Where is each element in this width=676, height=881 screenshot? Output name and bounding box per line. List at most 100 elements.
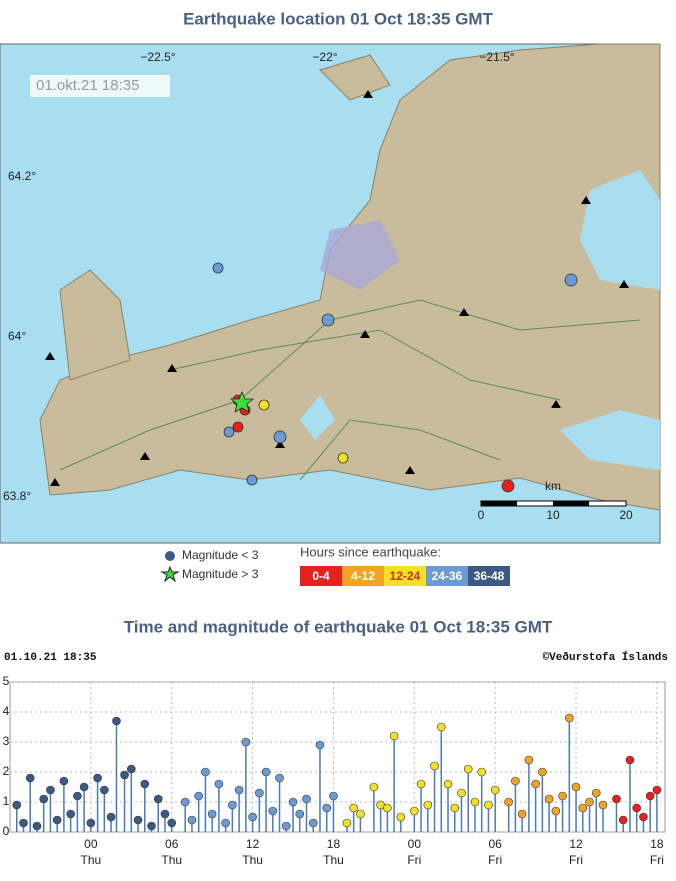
x-tick-day: Fri bbox=[407, 853, 421, 867]
quake-dot bbox=[356, 809, 365, 819]
hours-swatch bbox=[426, 566, 468, 586]
quake-dot bbox=[591, 788, 601, 798]
quake-dot bbox=[93, 773, 102, 783]
quake-dot bbox=[632, 803, 641, 813]
x-tick-day: Thu bbox=[242, 853, 263, 867]
quake-dot bbox=[167, 818, 177, 828]
quake-dot bbox=[288, 797, 298, 807]
quake-dot bbox=[511, 776, 520, 786]
scale-tick: 0 bbox=[478, 508, 485, 522]
lat-label: 64° bbox=[8, 329, 26, 343]
quake-dot bbox=[112, 716, 121, 726]
quake-dot bbox=[342, 818, 352, 828]
lava bbox=[320, 220, 400, 290]
quake-dot bbox=[416, 779, 426, 789]
quake-dot bbox=[457, 788, 466, 798]
quake-dot bbox=[531, 779, 540, 789]
chart-title: Time and magnitude of earthquake 01 Oct … bbox=[124, 617, 553, 636]
quake-dot bbox=[585, 797, 594, 807]
quake-dot bbox=[470, 797, 480, 807]
x-tick-label: 00 bbox=[84, 837, 98, 851]
y-tick-label: 1 bbox=[3, 794, 10, 808]
quake-dot bbox=[46, 785, 55, 795]
quakes bbox=[212, 262, 578, 493]
quake-dot bbox=[396, 812, 406, 822]
quake-dot bbox=[558, 791, 567, 801]
quake-dot bbox=[214, 779, 224, 789]
scale-bar: km 0 10 20 bbox=[478, 479, 633, 522]
quake-dot bbox=[133, 815, 143, 825]
quake-dot bbox=[147, 821, 156, 831]
scale-tick: 20 bbox=[619, 508, 633, 522]
quake-dot bbox=[652, 785, 662, 795]
quake-dot bbox=[194, 791, 203, 801]
quake-dot bbox=[517, 809, 527, 819]
land bbox=[319, 54, 391, 101]
hours-label: 36-48 bbox=[474, 569, 505, 583]
lat-label: 64.2° bbox=[8, 169, 36, 183]
quake-dot bbox=[578, 803, 588, 813]
quake-dot bbox=[598, 800, 608, 810]
quake-dot bbox=[275, 773, 284, 783]
quake-dot bbox=[308, 818, 318, 828]
timestamp-box bbox=[30, 75, 170, 97]
quake-dot bbox=[153, 794, 163, 804]
legend-dot bbox=[165, 551, 175, 561]
x-tick-label: 12 bbox=[246, 837, 260, 851]
quake-dot bbox=[645, 791, 655, 801]
quake-dot bbox=[255, 788, 264, 798]
quake-dot bbox=[369, 782, 379, 792]
hours-swatch bbox=[384, 566, 426, 586]
y-tick-label: 2 bbox=[3, 764, 10, 778]
quake-dot bbox=[52, 815, 62, 825]
quake-dot bbox=[248, 812, 257, 822]
quake-dot bbox=[140, 779, 150, 789]
hours-label: 12-24 bbox=[390, 569, 421, 583]
x-tick-day: Thu bbox=[161, 853, 182, 867]
x-tick-label: 06 bbox=[165, 837, 179, 851]
quake-dot bbox=[295, 809, 305, 819]
quake-dot bbox=[302, 794, 311, 804]
quake-dot bbox=[322, 803, 332, 813]
lon-label: −22.5° bbox=[140, 50, 175, 64]
quake-dot bbox=[436, 722, 446, 732]
quake-dot bbox=[639, 812, 648, 822]
quake-dot bbox=[450, 803, 460, 813]
quake-dot bbox=[551, 806, 561, 816]
quake-dot bbox=[625, 755, 635, 765]
quake-dot bbox=[349, 803, 358, 813]
quake-dot bbox=[484, 800, 493, 810]
hours-title: Hours since earthquake: bbox=[300, 544, 441, 559]
hours-label: 24-36 bbox=[432, 569, 463, 583]
quake-dot bbox=[281, 821, 291, 831]
quake-dot bbox=[524, 755, 534, 765]
quake-dot bbox=[383, 803, 392, 813]
quake-dot bbox=[201, 767, 210, 777]
quake-dot bbox=[504, 797, 513, 807]
map-legend: Magnitude < 3 Magnitude > 3 Hours since … bbox=[160, 544, 510, 586]
quake-dot bbox=[571, 782, 581, 792]
header-left: 01.10.21 18:35 bbox=[4, 652, 97, 664]
x-tick-label: 18 bbox=[327, 837, 341, 851]
quake-dot bbox=[86, 818, 96, 828]
header-right: ©Veðurstofa Íslands bbox=[543, 650, 668, 664]
quake-dot bbox=[268, 806, 278, 816]
map: 01.okt.21 18:35 −22.5° −22° −21.5° 64.2°… bbox=[0, 43, 661, 544]
quake-dot bbox=[477, 767, 487, 777]
lon-label: −22° bbox=[312, 50, 337, 64]
quake-dot bbox=[538, 767, 547, 777]
hours-swatch bbox=[300, 566, 342, 586]
quake-dot bbox=[25, 773, 35, 783]
x-tick-label: 00 bbox=[408, 837, 422, 851]
quake-dot bbox=[187, 815, 197, 825]
quake-dot bbox=[234, 785, 244, 795]
lake bbox=[580, 170, 660, 290]
quake-dot bbox=[565, 713, 574, 723]
quake-dot bbox=[618, 815, 628, 825]
x-tick-day: Thu bbox=[323, 853, 344, 867]
stations bbox=[45, 90, 629, 486]
bay bbox=[560, 410, 660, 470]
land bbox=[59, 269, 131, 381]
hours-label: 4-12 bbox=[351, 569, 375, 583]
